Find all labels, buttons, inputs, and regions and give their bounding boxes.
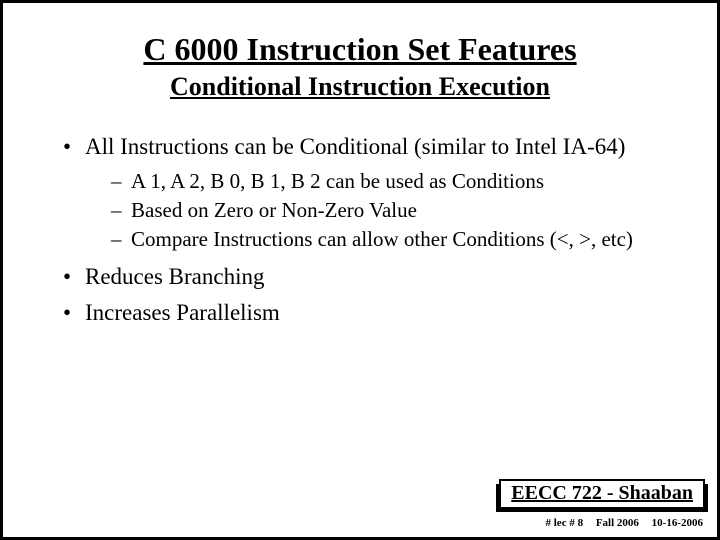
sub-bullet-text: Compare Instructions can allow other Con… (131, 227, 633, 251)
list-item: All Instructions can be Conditional (sim… (63, 132, 677, 254)
footer-course-text: EECC 722 - Shaaban (499, 479, 705, 509)
sub-bullet-text: Based on Zero or Non-Zero Value (131, 198, 417, 222)
meta-term: Fall 2006 (596, 517, 639, 529)
sub-bullet-text: A 1, A 2, B 0, B 1, B 2 can be used as C… (131, 169, 544, 193)
list-item: Reduces Branching (63, 262, 677, 292)
slide-title: C 6000 Instruction Set Features (43, 31, 677, 68)
list-item: A 1, A 2, B 0, B 1, B 2 can be used as C… (111, 168, 677, 195)
bullet-text: Increases Parallelism (85, 300, 280, 325)
footer-course-box: EECC 722 - Shaaban (499, 479, 705, 509)
list-item: Based on Zero or Non-Zero Value (111, 197, 677, 224)
meta-date: 10-16-2006 (652, 517, 703, 529)
slide-subtitle: Conditional Instruction Execution (43, 72, 677, 102)
list-item: Increases Parallelism (63, 298, 677, 328)
bullet-text: All Instructions can be Conditional (sim… (85, 134, 625, 159)
slide: C 6000 Instruction Set Features Conditio… (0, 0, 720, 540)
meta-page: # lec # 8 (546, 517, 584, 529)
bullet-text: Reduces Branching (85, 264, 264, 289)
sub-list: A 1, A 2, B 0, B 1, B 2 can be used as C… (85, 168, 677, 254)
footer-meta: # lec # 8 Fall 2006 10-16-2006 (536, 517, 704, 529)
bullet-list: All Instructions can be Conditional (sim… (43, 132, 677, 328)
list-item: Compare Instructions can allow other Con… (111, 226, 677, 253)
